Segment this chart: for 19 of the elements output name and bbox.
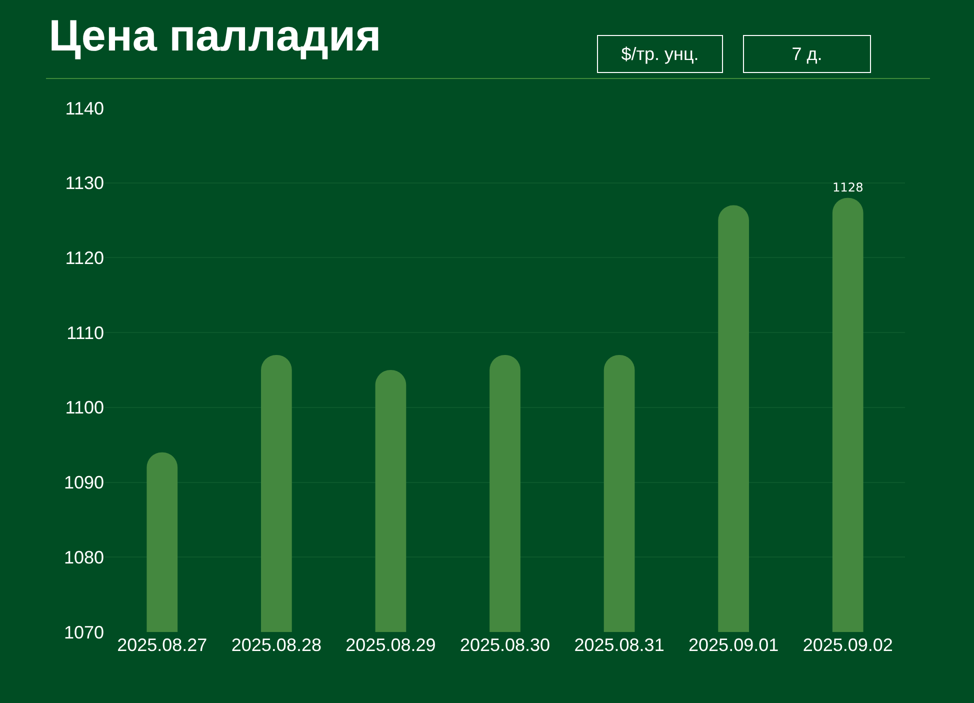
x-tick-label: 2025.08.31: [574, 635, 664, 655]
x-tick-label: 2025.09.02: [802, 635, 893, 655]
chart-title: Цена палладия: [48, 12, 382, 61]
y-tick-label: 1080: [64, 547, 104, 568]
x-tick-label: 2025.08.27: [117, 635, 208, 655]
y-tick-label: 1100: [65, 398, 104, 418]
x-tick-label: 2025.08.30: [460, 635, 550, 655]
text: 7 д.: [792, 44, 822, 64]
y-tick-label: 1090: [64, 472, 104, 493]
x-tick-label: 2025.08.28: [231, 635, 322, 655]
x-tick-label: 2025.08.29: [346, 635, 436, 655]
text: $/тр. унц.: [621, 44, 699, 64]
y-tick-label: 1130: [65, 173, 104, 194]
y-tick-label: 1110: [66, 322, 104, 343]
x-tick-label: 2025.09.01: [688, 635, 779, 655]
y-tick-label: 1140: [65, 98, 104, 118]
data-label: 1128: [832, 180, 864, 195]
y-tick-label: 1070: [64, 622, 104, 642]
y-tick-label: 1120: [65, 248, 104, 268]
